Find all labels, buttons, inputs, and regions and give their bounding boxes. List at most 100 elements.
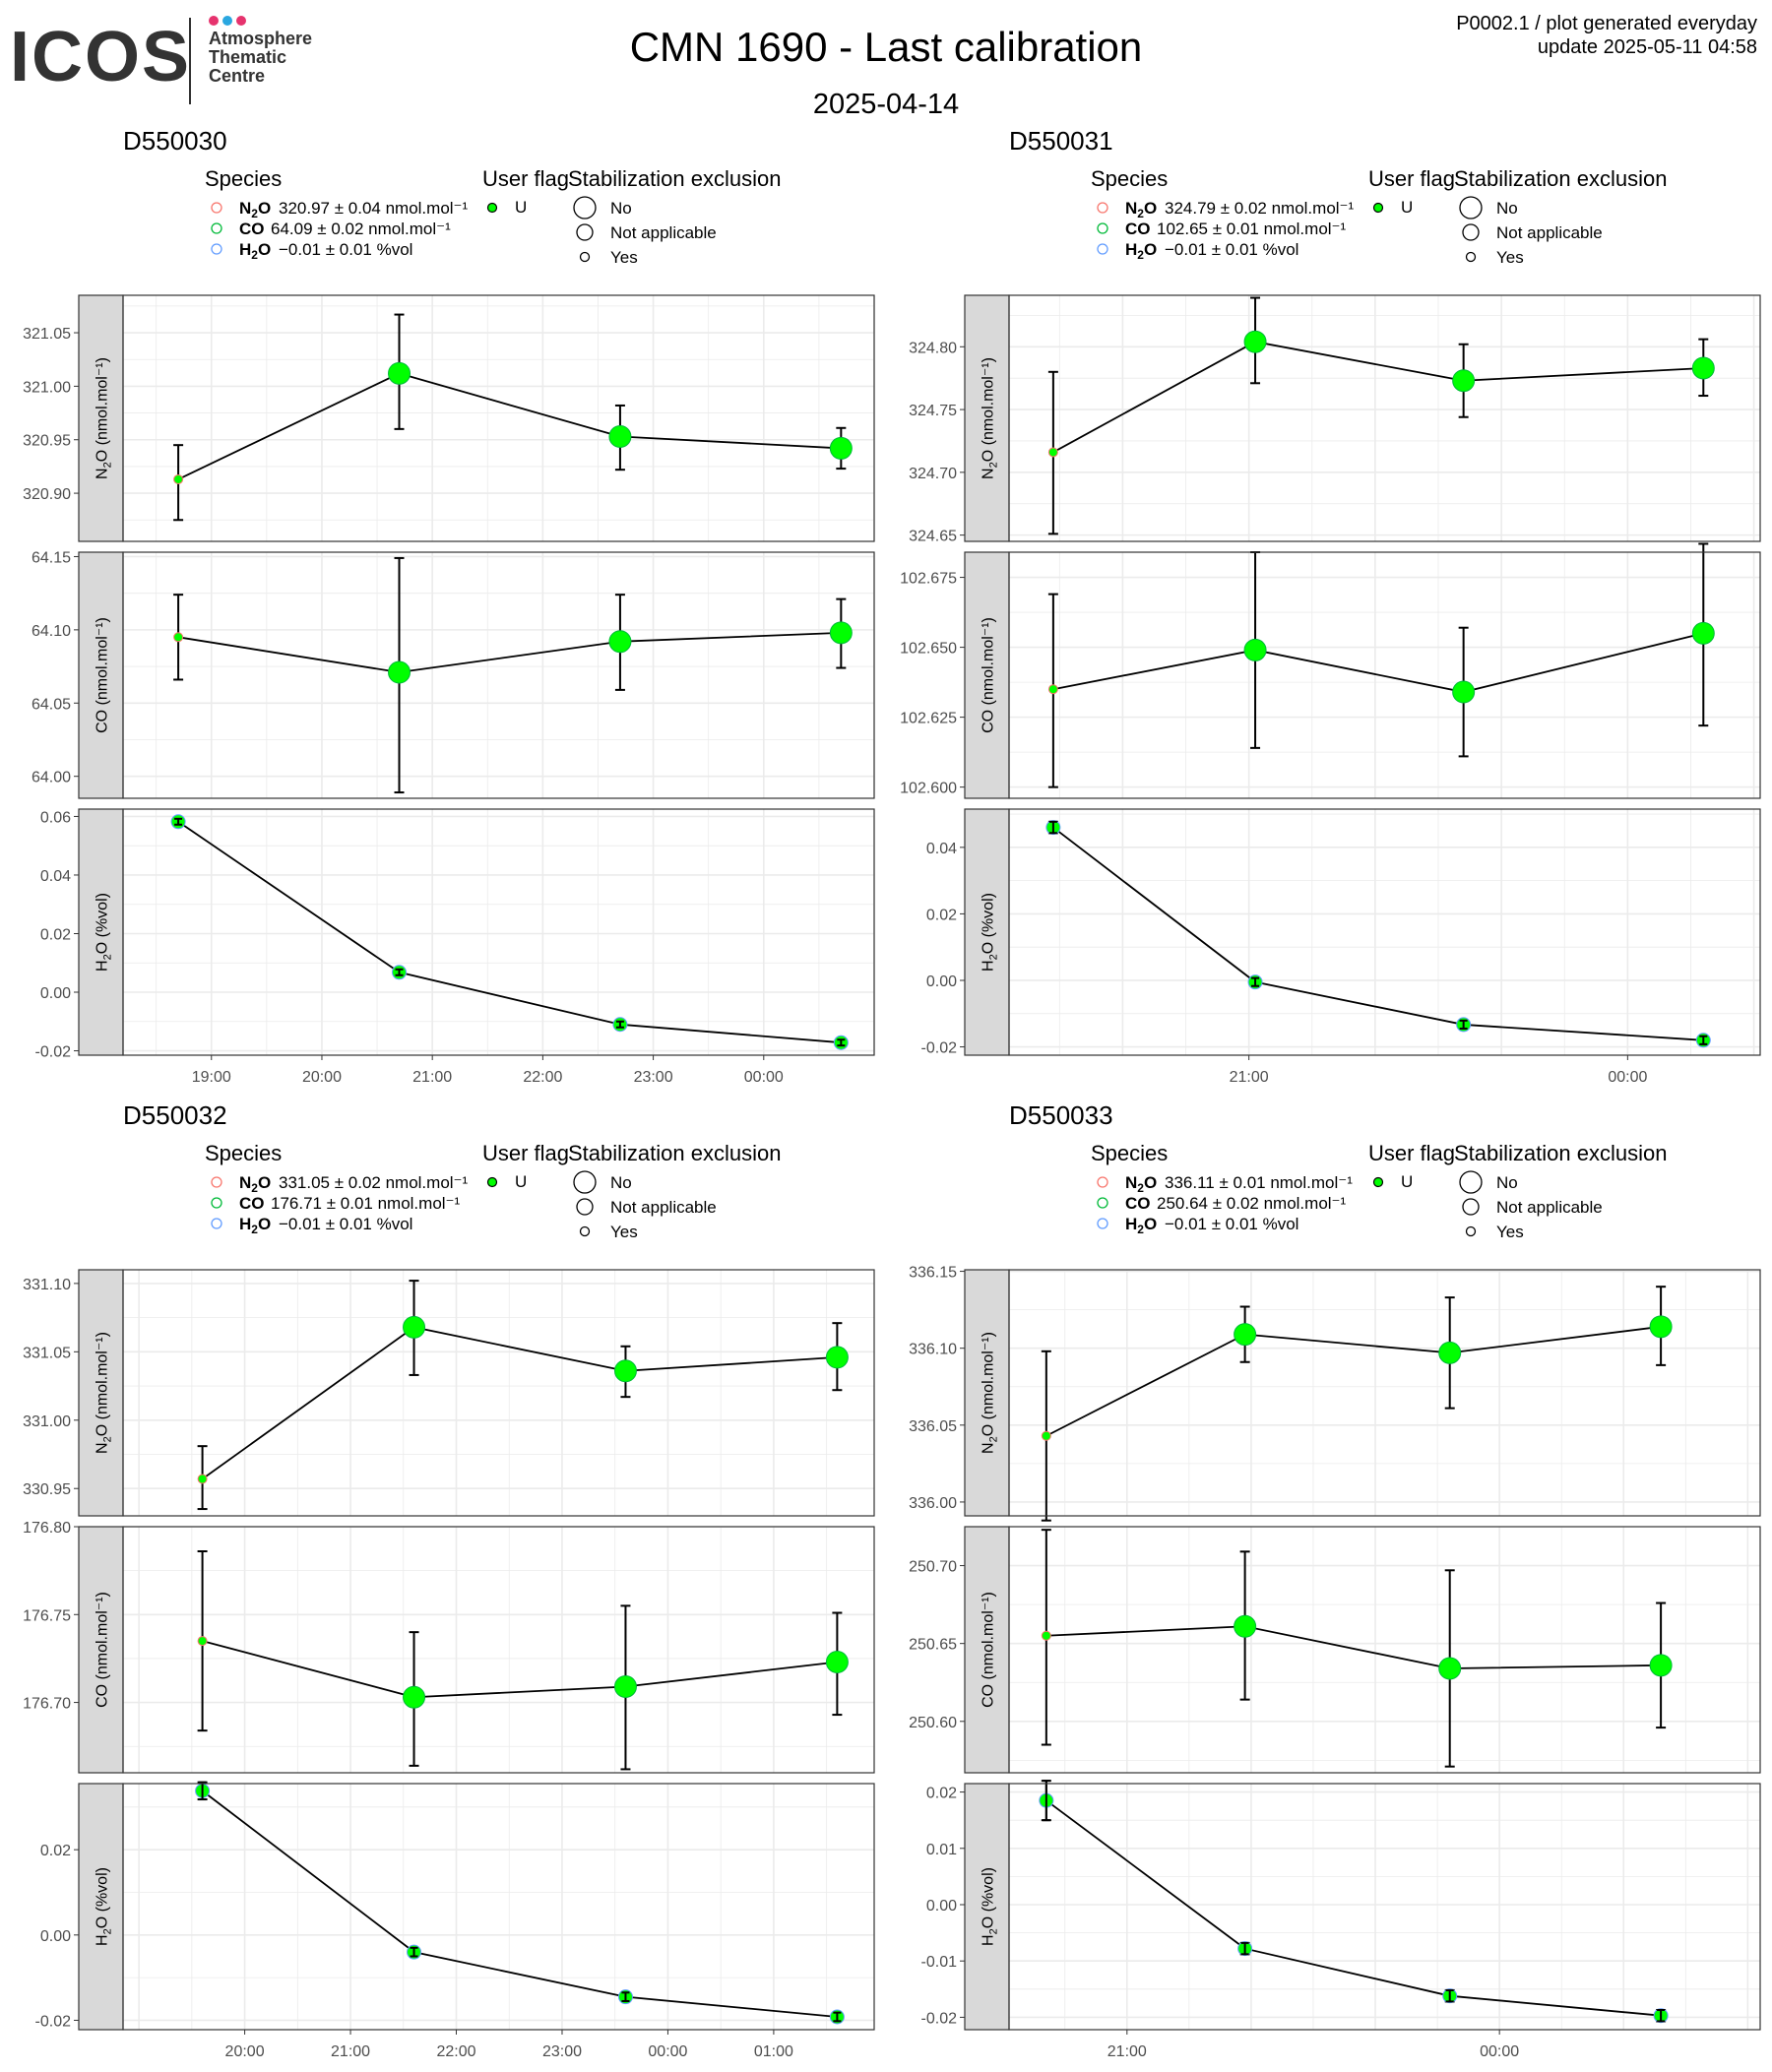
x-axis: 21:00 00:00: [1108, 2030, 1519, 2060]
y-tick-label: 324.75: [909, 403, 957, 419]
data-point: [1691, 621, 1715, 645]
y-tick-label: 336.00: [909, 1495, 957, 1512]
chart-title: D550030: [123, 126, 227, 156]
data-point: [388, 361, 411, 385]
legend-species-name-0: N2O: [1125, 1173, 1157, 1195]
y-tick-label: 336.05: [909, 1418, 957, 1435]
x-tick-label: 20:00: [225, 2043, 265, 2060]
x-axis: 19:00 20:00 21:00 22:00 23:00 00:00: [192, 1055, 784, 1086]
x-tick-label: 21:00: [331, 2043, 370, 2060]
legend-stab-label-0: No: [1496, 1173, 1518, 1192]
legend-species-key-1: [211, 222, 222, 234]
logo-dot-2: [222, 16, 232, 26]
legend-species-name-0: N2O: [239, 1173, 271, 1195]
legend-species-title: Species: [1091, 166, 1168, 191]
y-tick-label: 64.00: [32, 770, 71, 786]
y-tick-label: 336.15: [909, 1265, 957, 1282]
legend-stab-label-1: Not applicable: [1496, 223, 1603, 242]
x-axis: 20:00 21:00 22:00 23:00 00:00 01:00: [225, 2030, 793, 2060]
x-tick-label: 23:00: [542, 2043, 582, 2060]
legend-stab-key-1: [1462, 1198, 1480, 1216]
y-tick-label: 331.05: [23, 1345, 71, 1361]
legend-species-value-1: 102.65 ± 0.01 nmol.mol⁻¹: [1157, 220, 1347, 238]
legend-user-flag-label: U: [1401, 1172, 1413, 1191]
data-point: [173, 473, 184, 484]
y-tick-label: -0.01: [921, 1954, 958, 1971]
facet-strip: [78, 808, 124, 1056]
legend-stab-title: Stabilization exclusion: [568, 1141, 781, 1165]
generation-stamp: P0002.1 / plot generated everyday update…: [1456, 12, 1757, 59]
facet-background: [123, 1270, 874, 1516]
legend-stab-title: Stabilization exclusion: [1454, 166, 1667, 191]
facet-frame: [1008, 551, 1761, 799]
facet-2: 0.04 0.02 0.00 -0.02 H2O (%vol): [921, 808, 1761, 1057]
legend-species-name-1: CO: [1125, 220, 1151, 238]
series-line: [202, 1640, 838, 1699]
legend-species-value-1: 64.09 ± 0.02 nmol.mol⁻¹: [271, 220, 451, 238]
x-tick-label: 01:00: [754, 2043, 793, 2060]
y-tick-label: 330.95: [23, 1481, 71, 1498]
facet-0: 324.80 324.75 324.70 324.65 N2O (nmol.mol⁻¹): [909, 294, 1761, 545]
y-tick-label: 176.75: [23, 1607, 71, 1624]
legend-stab-key-0: [573, 196, 597, 220]
data-point: [608, 424, 632, 448]
y-tick-label: -0.02: [35, 1044, 72, 1061]
legend-species-name-1: CO: [239, 220, 265, 238]
legend-species-name-2: H2O: [239, 240, 271, 262]
series-line: [1052, 341, 1704, 454]
legend-species-key-2: [211, 1218, 222, 1229]
logo-line-2: Thematic: [209, 47, 287, 67]
legend-user-flag-title: User flag: [1368, 166, 1455, 191]
x-tick-label: 00:00: [1608, 1069, 1647, 1086]
legend-species-value-0: 336.11 ± 0.01 nmol.mol⁻¹: [1165, 1173, 1353, 1192]
series-line: [1045, 1325, 1662, 1437]
legend-stab-key-0: [1459, 1170, 1483, 1194]
legend-stab-key-1: [576, 1198, 594, 1216]
y-tick-label: 0.00: [40, 1928, 71, 1945]
facet-ylabel: CO (nmol.mol⁻¹): [95, 1592, 111, 1708]
facet-frame: [122, 294, 875, 542]
logo-dot-3: [236, 16, 246, 26]
legend-stab-key-1: [576, 223, 594, 241]
series-line: [1045, 1625, 1662, 1669]
legend-stab-title: Stabilization exclusion: [1454, 1141, 1667, 1165]
series-line: [1052, 826, 1704, 1041]
legend: Species N2O 324.79 ± 0.02 nmol.mol⁻¹ CO 102.…: [1091, 166, 1667, 267]
facet-background: [123, 552, 874, 798]
series-line: [1045, 1799, 1662, 2017]
page-header: ICOS Atmosphere Thematic Centre CMN 1690…: [0, 0, 1772, 123]
stamp-line-1: P0002.1 / plot generated everyday: [1456, 13, 1757, 34]
x-tick-label: 22:00: [523, 1069, 562, 1086]
chart-title: D550032: [123, 1100, 227, 1130]
facet-1: 102.675 102.650 102.625 102.600 CO (nmol.mol…: [900, 542, 1761, 799]
legend-species-key-1: [211, 1197, 222, 1209]
facet-strip: [964, 808, 1010, 1056]
legend-stab-key-2: [579, 1225, 591, 1237]
legend-species-value-2: −0.01 ± 0.01 %vol: [1165, 240, 1298, 259]
data-point: [1691, 356, 1715, 380]
facet-background: [1009, 295, 1760, 541]
legend-species-key-0: [1097, 202, 1108, 214]
legend-species-title: Species: [1091, 1141, 1168, 1165]
legend-stab-key-1: [1462, 223, 1480, 241]
facet-strip: [78, 551, 124, 799]
legend-species-value-1: 250.64 ± 0.02 nmol.mol⁻¹: [1157, 1194, 1347, 1213]
legend-stab-key-0: [573, 1170, 597, 1194]
x-tick-label: 21:00: [412, 1069, 452, 1086]
facet-strip: [78, 1783, 124, 2031]
x-tick-label: 21:00: [1108, 2043, 1147, 2060]
facet-0: 321.05 321.00 320.95 320.90 N2O (nmol.mol⁻¹): [23, 294, 875, 542]
logo-line-3: Centre: [209, 66, 266, 86]
y-tick-label: 0.00: [926, 1898, 957, 1915]
facet-strip: [78, 1269, 124, 1517]
legend-stab-label-0: No: [610, 199, 632, 218]
legend-species-value-0: 320.97 ± 0.04 nmol.mol⁻¹: [279, 199, 469, 218]
page-title: CMN 1690 - Last calibration: [629, 24, 1143, 70]
data-point: [1234, 1323, 1257, 1347]
y-tick-label: 250.70: [909, 1559, 957, 1576]
data-point: [197, 1636, 208, 1647]
legend-stab-key-2: [1465, 251, 1477, 263]
facet-ylabel: N2O (nmol.mol⁻¹): [981, 1332, 1000, 1454]
x-tick-label: 22:00: [436, 2043, 475, 2060]
facet-strip: [964, 294, 1010, 542]
